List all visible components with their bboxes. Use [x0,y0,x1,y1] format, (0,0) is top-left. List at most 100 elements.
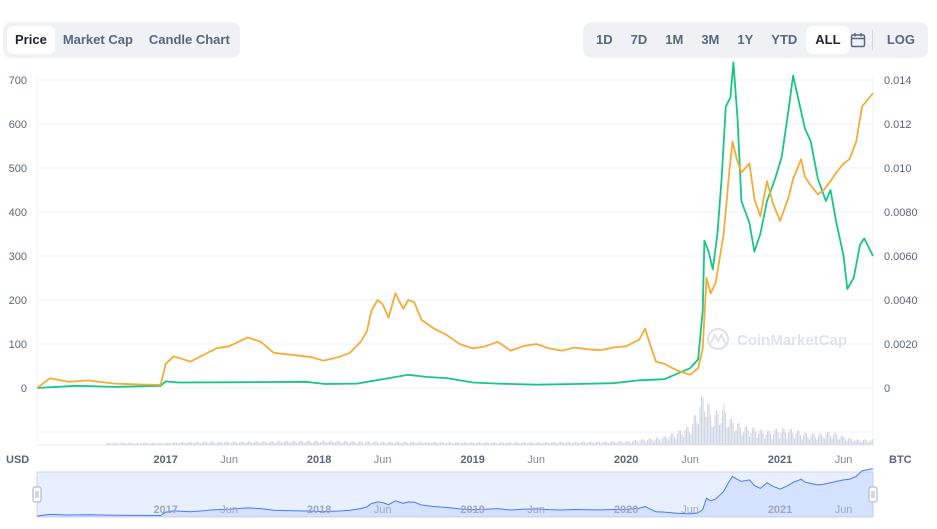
volume-bar [653,442,655,445]
volume-bar [863,439,865,445]
range-1d[interactable]: 1D [596,32,613,47]
volume-bar [567,441,569,445]
volume-bar [822,437,824,445]
volume-bar [189,441,191,445]
tab-candle-chart[interactable]: Candle Chart [148,32,230,47]
volume-bar [636,441,638,445]
volume-bar [869,441,871,445]
volume-bar [341,443,343,445]
volume-bar [404,441,406,445]
volume-bar [317,441,319,445]
volume-bar [215,443,217,445]
volume-bar [734,432,736,445]
range-7d[interactable]: 7D [630,32,648,47]
volume-bar [504,443,506,445]
volume-bar [642,439,644,445]
volume-bar [530,442,532,445]
volume-bar [533,443,535,445]
volume-bar [402,442,404,445]
volume-bar [716,410,718,445]
volume-bar [594,442,596,445]
volume-bar [660,441,662,445]
navigator-left-handle[interactable] [32,486,42,503]
volume-bar [824,438,826,445]
volume-bar [558,442,560,445]
x-tick-label: Jun [681,454,699,466]
volume-bar [171,443,173,445]
volume-bar [423,443,425,445]
volume-bar [605,441,607,445]
volume-bar [795,433,797,445]
volume-bar [818,435,820,445]
calendar-icon[interactable] [850,26,866,54]
range-ytd[interactable]: YTD [771,32,798,47]
range-navigator: 2017 Jun 2018 Jun 2019 Jun 2020 Jun 2021 Jun [32,468,878,518]
volume-bar [650,438,652,445]
volume-bar [606,441,608,445]
x-tick-label: 2017 [153,454,177,466]
volume-bar [495,442,497,445]
y-right-tick-label: 0.014 [884,75,912,87]
navigator-right-handle[interactable] [868,486,878,503]
volume-bar [303,442,305,445]
volume-bar [129,442,131,445]
volume-bar [536,442,538,445]
volume-bar [684,430,686,445]
volume-bar [609,442,611,445]
range-all[interactable]: ALL [806,26,850,54]
volume-bar [561,442,563,445]
grid-lines [36,75,874,446]
x-tick-label: Jun [374,454,392,466]
volume-bar [254,441,256,445]
volume-bar [674,436,676,445]
volume-bar [162,443,164,445]
volume-bar [839,439,841,445]
volume-bar [659,439,661,445]
range-1m[interactable]: 1M [665,32,684,47]
volume-bar [131,442,133,445]
volume-bar [503,442,505,445]
volume-bar [618,441,620,445]
navigator-tick-label: 2019 [460,504,484,516]
volume-bar [467,443,469,445]
navigator-tick-label: Jun [527,504,545,516]
range-1y[interactable]: 1Y [737,32,754,47]
volume-bar [801,439,803,445]
volume-bar [776,428,778,445]
navigator-line [36,468,874,517]
volume-bar [300,440,302,445]
volume-bar [344,441,346,445]
tab-price[interactable]: Price [7,26,55,54]
volume-bar [789,428,791,445]
volume-bar [350,442,352,445]
volume-bar [696,422,698,445]
volume-bar [501,442,503,445]
volume-bar [755,431,757,445]
volume-bar [647,440,649,445]
volume-bar [152,442,154,445]
volume-bar [704,412,706,445]
volume-bar [297,442,299,445]
volume-bar [437,443,439,445]
volume-bar [465,442,467,445]
volume-bar [498,442,500,445]
range-3m[interactable]: 3M [701,32,720,47]
volume-bar [591,441,593,445]
volume-bar [584,441,586,445]
volume-bar [480,442,482,445]
volume-bar [656,437,658,445]
volume-bar [392,442,394,445]
volume-bar [230,443,232,445]
volume-bar [792,433,794,445]
volume-bar [257,441,259,445]
volume-bar [872,439,874,445]
volume-bar [548,443,550,445]
volume-bar [545,442,547,445]
tab-market-cap[interactable]: Market Cap [62,32,133,47]
log-toggle[interactable]: LOG [886,32,915,47]
volume-bar [305,442,307,445]
volume-bar [198,442,200,445]
volume-bar [476,443,478,445]
volume-bar [188,442,190,445]
volume-bar [234,441,236,445]
